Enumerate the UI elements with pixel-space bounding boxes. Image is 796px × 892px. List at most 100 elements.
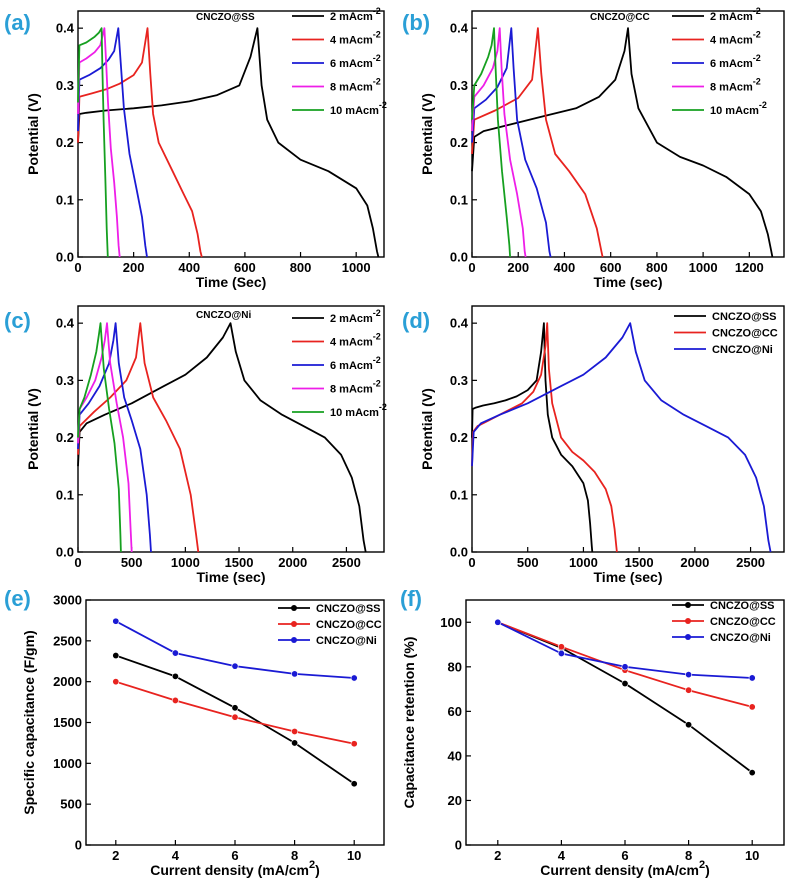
data-point [231,713,239,721]
plot-frame [471,10,785,258]
series-line-3 [77,322,152,553]
legend-item: CNCZO@CC [672,616,776,628]
panel-label: (a) [4,10,31,35]
y-tick-label: 500 [60,797,82,812]
legend-label-text: 2 mAcm [710,11,753,23]
panel-label: (d) [402,308,430,333]
legend-label-sup: -2 [759,100,767,110]
y-axis-label: Potential (V) [25,93,41,175]
x-tick-label: 2000 [278,555,307,570]
y-tick-label: 0.1 [450,487,468,502]
x-tick-label: 400 [554,260,576,275]
y-tick-label: 0 [455,838,462,853]
y-tick-label: 0.0 [450,250,468,265]
data-point [685,671,693,679]
x-tick-label: 10 [745,848,759,863]
data-point [291,739,299,747]
panel-title: CNCZO@Ni [196,310,252,321]
legend-label: 10 mAcm-2 [710,100,767,117]
legend-label: 2 mAcm-2 [330,6,381,23]
legend-item: CNCZO@Ni [674,344,773,356]
legend-label: 8 mAcm-2 [330,77,381,94]
legend-label: 8 mAcm-2 [710,77,761,94]
data-point [291,670,299,678]
y-tick-label: 0.4 [56,316,75,331]
series-line-2 [77,322,200,553]
legend-label: CNCZO@SS [710,600,775,612]
data-point [350,740,358,748]
y-tick-label: 0.3 [450,373,468,388]
legend-label: 4 mAcm-2 [710,30,761,47]
x-axis-label-sup: 2 [699,859,705,871]
y-tick-label: 2500 [53,633,82,648]
data-point [748,769,756,777]
y-tick-label: 0.1 [450,192,468,207]
y-tick-label: 40 [448,748,462,763]
y-tick-label: 1500 [53,715,82,730]
legend-label-text: CNCZO@CC [316,619,382,631]
y-tick-label: 0.0 [56,250,74,265]
legend-item: CNCZO@CC [278,619,382,631]
x-axis-label: Time (Sec) [196,274,267,290]
plot-frame [77,10,385,258]
x-axis-label-text: Time (sec) [594,569,663,585]
series-line-5 [77,27,109,258]
x-axis-label-text: Current density (mA/cm [540,862,699,878]
data-point [494,618,502,626]
legend-label-sup: -2 [373,77,381,87]
y-axis-label: Potential (V) [25,388,41,470]
series-line-1 [77,27,380,258]
data-point [350,674,358,682]
x-tick-label: 2500 [332,555,361,570]
legend-label-sup: -2 [373,53,381,63]
series-line-1 [77,322,367,553]
panel-title: CNCZO@SS [196,12,255,23]
x-tick-label: 4 [558,848,566,863]
x-axis-label: Time (sec) [594,274,663,290]
legend-label: CNCZO@Ni [712,344,773,356]
x-tick-label: 200 [507,260,529,275]
data-point [112,678,120,686]
legend-item: CNCZO@SS [672,600,775,612]
y-tick-label: 2000 [53,674,82,689]
x-tick-label: 600 [600,260,622,275]
y-tick-label: 3000 [53,593,82,608]
legend-label: 4 mAcm-2 [330,30,381,47]
legend-label-text: 6 mAcm [330,58,373,70]
x-axis-label-sup: 2 [309,859,315,871]
x-tick-label: 800 [290,260,312,275]
x-tick-label: 2500 [736,555,765,570]
x-axis-label: Time (sec) [197,569,266,585]
legend-label: 2 mAcm-2 [330,308,381,325]
legend-label-text: 2 mAcm [330,11,373,23]
legend-item: 4 mAcm-2 [292,30,381,47]
legend-item: CNCZO@Ni [672,632,771,644]
x-tick-label: 600 [234,260,256,275]
legend-label-sup: -2 [379,402,387,412]
legend-label: CNCZO@Ni [316,635,377,647]
legend: 2 mAcm-24 mAcm-26 mAcm-28 mAcm-210 mAcm-… [292,308,387,419]
legend-label-sup: -2 [373,355,381,365]
legend-label: CNCZO@CC [316,619,382,631]
legend-label-text: 10 mAcm [330,105,379,117]
x-axis-label: Current density (mA/cm2) [150,859,320,878]
panel-label: (b) [402,10,430,35]
data-point [748,674,756,682]
x-tick-label: 1000 [689,260,718,275]
legend-label: 10 mAcm-2 [330,100,387,117]
legend-marker [685,634,691,640]
legend-label-text: 6 mAcm [710,58,753,70]
legend-item: 2 mAcm-2 [292,6,381,23]
legend-label-text: 2 mAcm [330,313,373,325]
legend-label-sup: -2 [373,6,381,16]
legend-label: CNCZO@CC [710,616,776,628]
legend-label: 6 mAcm-2 [710,53,761,70]
legend-label-text: 8 mAcm [710,82,753,94]
legend-item: CNCZO@CC [674,328,778,340]
data-point [748,703,756,711]
legend-label-sup: -2 [753,53,761,63]
legend-item: 6 mAcm-2 [292,355,381,372]
x-tick-label: 500 [121,555,143,570]
legend-item: 10 mAcm-2 [292,402,387,419]
y-tick-label: 0 [75,838,82,853]
